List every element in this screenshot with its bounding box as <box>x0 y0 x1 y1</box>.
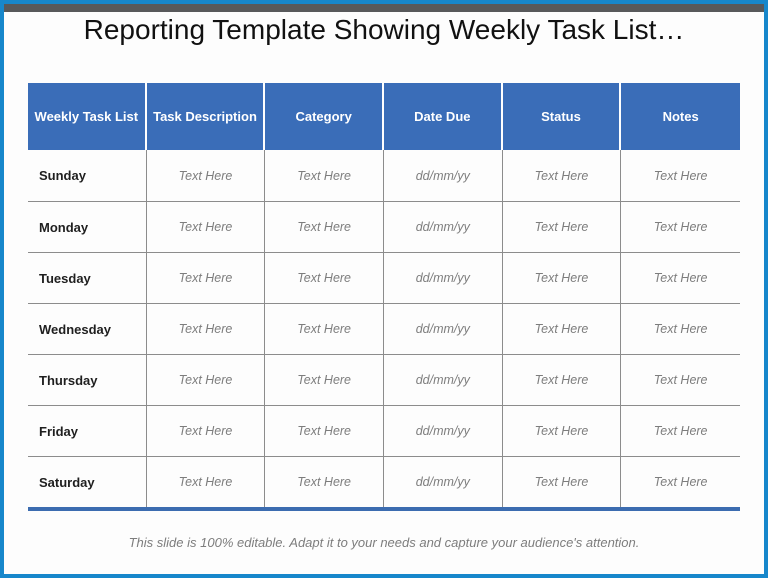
table-row-tuesday: Tuesday Text Here Text Here dd/mm/yy Text He… <box>28 252 740 303</box>
placeholder-cell: Text Here <box>147 253 266 303</box>
placeholder-cell: dd/mm/yy <box>384 253 503 303</box>
day-label: Sunday <box>28 150 147 201</box>
placeholder-cell: Text Here <box>503 457 622 507</box>
day-label: Saturday <box>28 457 147 507</box>
placeholder-cell: dd/mm/yy <box>384 150 503 201</box>
placeholder-cell: Text Here <box>653 373 708 387</box>
placeholder-cell: Text Here <box>147 406 266 456</box>
placeholder-cell: Text Here <box>503 253 622 303</box>
placeholder-cell: Text Here <box>265 202 384 252</box>
table-row-thursday: Thursday Text Here Text Here dd/mm/yy Text H… <box>28 354 740 405</box>
placeholder-cell: Text Here <box>265 253 384 303</box>
header-cell-date-due: Date Due <box>383 83 503 150</box>
placeholder-cell: dd/mm/yy <box>384 406 503 456</box>
slide-title: Reporting Template Showing Weekly Task L… <box>83 14 685 45</box>
placeholder-cell: Text Here <box>147 202 266 252</box>
placeholder-cell: Text Here <box>147 457 266 507</box>
table-row-friday: Friday Text Here Text Here dd/mm/yy Text Her… <box>28 405 740 456</box>
placeholder-cell: Text Here <box>265 304 384 354</box>
table-row-saturday: Saturday Text Here Text Here dd/mm/yy Text H… <box>28 456 740 507</box>
footer-note: This slide is 100% editable. Adapt it to… <box>128 535 640 550</box>
table-header-row: Weekly Task List Task Description Category… <box>28 83 740 150</box>
placeholder-cell: Text Here <box>147 150 266 201</box>
day-label: Friday <box>28 406 147 456</box>
placeholder-cell: Text Here <box>503 304 622 354</box>
header-cell-notes: Notes <box>621 83 740 150</box>
placeholder-cell: Text Here <box>265 150 384 201</box>
placeholder-cell: Text Here <box>503 406 622 456</box>
weekly-task-table: Weekly Task List Task Description Category… <box>28 83 740 511</box>
placeholder-cell: Text Here <box>147 355 266 405</box>
placeholder-cell: Text Here <box>265 406 384 456</box>
placeholder-cell: Text Here <box>653 424 708 438</box>
table-row-sunday: Sunday Text Here Text Here dd/mm/yy Text Her… <box>28 150 740 201</box>
placeholder-cell: Text Here <box>265 457 384 507</box>
day-label: Monday <box>28 202 147 252</box>
placeholder-cell: dd/mm/yy <box>384 457 503 507</box>
placeholder-cell: Text Here <box>147 304 266 354</box>
placeholder-cell: dd/mm/yy <box>384 304 503 354</box>
placeholder-cell: Text Here <box>653 168 708 183</box>
table-bottom-accent <box>28 507 740 511</box>
placeholder-cell: Text Here <box>653 271 708 285</box>
placeholder-cell: Text Here <box>503 150 622 201</box>
table-body: Sunday Text Here Text Here dd/mm/yy Text Her… <box>28 150 740 507</box>
header-cell-weekly-task-list: Weekly Task List <box>28 83 147 150</box>
placeholder-cell: Text Here <box>653 322 708 336</box>
placeholder-cell: dd/mm/yy <box>384 355 503 405</box>
table-row-monday: Monday Text Here Text Here dd/mm/yy Text Her… <box>28 201 740 252</box>
placeholder-cell: Text Here <box>503 202 622 252</box>
header-cell-status: Status <box>502 83 622 150</box>
placeholder-cell: Text Here <box>653 475 708 489</box>
placeholder-cell: Text Here <box>653 220 708 234</box>
table-row-wednesday: Wednesday Text Here Text Here dd/mm/yy Text … <box>28 303 740 354</box>
header-cell-category: Category <box>265 83 384 150</box>
day-label: Thursday <box>28 355 147 405</box>
placeholder-cell: dd/mm/yy <box>384 202 503 252</box>
top-accent-bar <box>4 4 764 12</box>
day-label: Tuesday <box>28 253 147 303</box>
placeholder-cell: Text Here <box>503 355 622 405</box>
placeholder-cell: Text Here <box>265 355 384 405</box>
header-cell-task-description: Task Description <box>146 83 266 150</box>
day-label: Wednesday <box>28 304 147 354</box>
